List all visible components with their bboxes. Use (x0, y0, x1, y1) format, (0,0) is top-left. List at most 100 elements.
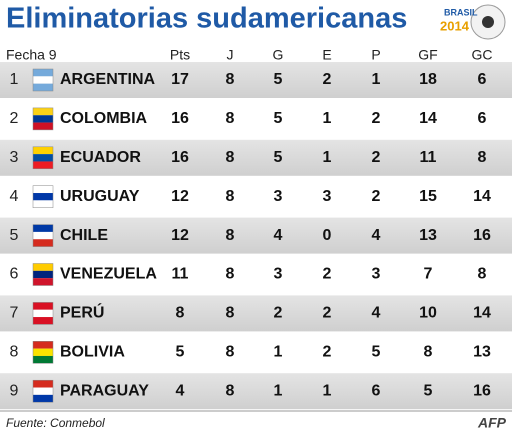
team-name: PARAGUAY (60, 382, 149, 399)
flag-border (32, 224, 54, 247)
row-background (0, 178, 512, 215)
rank: 2 (10, 110, 19, 127)
flag-stripe (33, 341, 53, 349)
stat-cell: 2 (274, 305, 283, 322)
stat-cell: 8 (226, 71, 235, 88)
flag-stripe (33, 309, 53, 318)
flag-border (32, 68, 54, 92)
stat-cell: 0 (323, 227, 332, 244)
rank: 1 (10, 71, 19, 88)
flag-stripe (33, 107, 53, 116)
logo-line1: BRASIL (444, 7, 478, 17)
stat-cell: 8 (478, 266, 487, 283)
flag-border (32, 341, 54, 364)
flag-stripe (33, 146, 53, 155)
flag-stripe (33, 387, 53, 395)
stat-cell: 5 (372, 344, 381, 361)
stat-cell: 1 (323, 382, 332, 399)
flag-stripe (33, 193, 53, 201)
stat-cell: 2 (323, 305, 332, 322)
round-label: Fecha 9 (6, 47, 57, 63)
stat-cell: 8 (226, 227, 235, 244)
stat-cell: 8 (424, 344, 433, 361)
stat-cell: 6 (478, 71, 487, 88)
flag-stripe (33, 348, 53, 356)
stat-cell: 5 (274, 149, 283, 166)
flag-stripe (33, 76, 53, 84)
rank: 4 (10, 188, 19, 205)
stat-cell: 16 (473, 227, 491, 244)
team-name: ARGENTINA (60, 71, 156, 88)
stat-cell: 8 (226, 344, 235, 361)
stat-cell: 8 (226, 110, 235, 127)
stat-cell: 13 (473, 344, 491, 361)
rank: 9 (10, 382, 19, 399)
rank: 6 (10, 266, 19, 283)
stat-cell: 5 (424, 382, 433, 399)
flag-stripe (33, 115, 53, 123)
row-background (0, 373, 512, 410)
stat-cell: 1 (323, 110, 332, 127)
flag-stripe (33, 161, 53, 169)
stat-cell: 3 (274, 266, 283, 283)
stat-cell: 4 (176, 382, 185, 399)
flag-stripe (33, 69, 53, 77)
row-background (0, 334, 512, 371)
flag-stripe (33, 224, 53, 232)
stat-cell: 14 (473, 188, 491, 205)
stat-cell: 1 (372, 71, 381, 88)
flag-stripe (33, 154, 53, 162)
flag-stripe (33, 122, 53, 130)
stat-cell: 4 (274, 227, 283, 244)
stat-cell: 16 (171, 110, 189, 127)
stat-cell: 12 (171, 188, 189, 205)
row-background (0, 217, 512, 254)
stat-cell: 1 (274, 382, 283, 399)
column-header: GF (418, 47, 437, 63)
flag-border (32, 146, 54, 170)
stat-cell: 2 (323, 344, 332, 361)
flag-stripe (33, 83, 53, 91)
stat-cell: 11 (420, 149, 437, 166)
flag-stripe (33, 380, 53, 388)
column-header: P (371, 47, 380, 63)
stat-cell: 8 (226, 188, 235, 205)
flag-border (32, 107, 54, 131)
flag-border (32, 302, 54, 325)
stat-cell: 16 (473, 382, 491, 399)
stat-cell: 8 (176, 305, 185, 322)
stat-cell: 11 (172, 266, 189, 283)
flag-stripe (33, 185, 53, 194)
stat-cell: 2 (372, 110, 381, 127)
rank: 5 (10, 227, 19, 244)
source: Fuente: Conmebol (6, 416, 105, 430)
rank: 8 (10, 344, 19, 361)
stat-cell: 14 (473, 305, 491, 322)
stat-cell: 8 (226, 266, 235, 283)
stat-cell: 2 (372, 188, 381, 205)
team-name: PERÚ (60, 303, 104, 322)
row-background (0, 256, 512, 293)
flag-stripe (33, 317, 53, 325)
stat-cell: 8 (226, 305, 235, 322)
column-header: GC (472, 47, 493, 63)
stat-cell: 1 (274, 344, 283, 361)
stat-cell: 4 (372, 227, 381, 244)
stat-cell: 18 (419, 71, 437, 88)
team-name: VENEZUELA (60, 266, 157, 283)
stat-cell: 15 (419, 188, 437, 205)
flag-stripe (33, 263, 53, 271)
flag-stripe (33, 270, 53, 279)
row-background (0, 100, 512, 137)
flag-stripe (33, 355, 53, 364)
column-header: J (227, 47, 234, 63)
row-background (0, 295, 512, 332)
column-header: E (322, 47, 331, 63)
flag-stripe (33, 239, 53, 247)
stat-cell: 12 (171, 227, 189, 244)
ball-patch (482, 16, 494, 28)
stat-cell: 14 (419, 110, 437, 127)
stat-cell: 5 (274, 110, 283, 127)
stat-cell: 3 (323, 188, 332, 205)
